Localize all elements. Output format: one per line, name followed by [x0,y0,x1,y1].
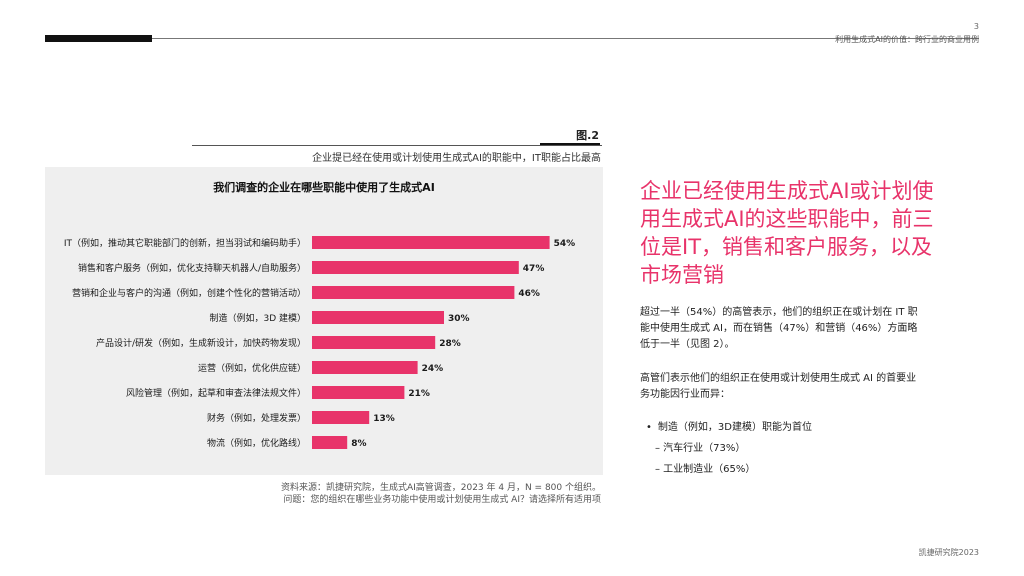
chart-panel: 我们调查的企业在哪些职能中使用了生成式AI IT（例如，推动其它职能部门的创新，… [45,167,603,475]
footer-brand: 凯捷研究院2023 [918,548,979,557]
figure-rule-accent [540,143,600,146]
bar [312,436,348,449]
category-label: 运营（例如，优化供应链） [198,362,306,374]
header-bar-accent [45,35,152,42]
category-label: IT（例如，推动其它职能部门的创新，担当羽试和编码助手） [64,237,306,249]
category-label: 销售和客户服务（例如，优化支持聊天机器人/自助服务） [78,262,306,274]
header-rule [152,38,979,39]
bar-value-label: 46% [518,289,540,299]
bar-value-label: 54% [554,239,576,249]
bar-value-label: 8% [351,439,366,449]
figure-label: 图.2 [576,129,599,142]
bar-value-label: 21% [408,389,430,399]
bullet-text: 制造（例如，3D建模）职能为首位 [657,422,812,433]
sub-bullet-item: – 工业制造业（65%） [655,464,756,475]
bar [312,261,519,274]
bar [312,411,370,424]
category-label: 风险管理（例如，起草和审查法律法规文件） [126,387,306,399]
figure-rule [192,145,602,146]
header-subtitle: 利用生成式AI的价值：跨行业的商业用例 [835,35,979,44]
sub-bullet-item: – 汽车行业（73%） [655,443,746,454]
source-note: 资料来源：凯捷研究院，生成式AI高管调查，2023 年 4 月，N = 800 … [281,482,601,506]
bar [312,286,515,299]
bar-chart: IT（例如，推动其它职能部门的创新，担当羽试和编码助手） 54% 销售和客户服务（例… [64,236,576,449]
bar-value-label: 47% [523,264,545,274]
category-label: 制造（例如，3D 建模） [209,312,306,324]
bar-value-label: 13% [373,414,395,424]
bar-value-label: 28% [439,339,461,349]
headline: 企业已经使用生成式AI或计划使用生成式AI的这些职能中，前三位是IT，销售和客户… [640,179,934,287]
chart-title: 我们调查的企业在哪些职能中使用了生成式AI [213,181,435,194]
body-paragraph: 高管们表示他们的组织正在使用或计划使用生成式 AI 的首要业务功能因行业而异： [640,373,917,400]
bar [312,336,436,349]
bar-value-label: 30% [448,314,470,324]
page-number: 3 [973,22,979,31]
bar [312,386,405,399]
body-paragraph: 超过一半（54%）的高管表示，他们的组织正在或计划在 IT 职能中使用生成式 A… [640,307,918,350]
source-line: 资料来源：凯捷研究院，生成式AI高管调查，2023 年 4 月，N = 800 … [280,483,601,493]
bullet-icon: • [646,422,652,433]
question-line: 问题：您的组织在哪些业务功能中使用或计划使用生成式 AI？请选择所有适用项 [283,495,601,505]
category-label: 物流（例如，优化路线） [207,437,306,449]
bar [312,311,444,324]
bar-value-label: 24% [422,364,444,374]
category-label: 产品设计/研发（例如，生成新设计，加快药物发现） [96,337,306,349]
bar [312,361,418,374]
bar [312,236,550,249]
figure-caption: 企业提已经在使用或计划使用生成式AI的职能中，IT职能占比最高 [312,153,601,164]
bullet-item: • 制造（例如，3D建模）职能为首位 [646,418,812,433]
category-label: 财务（例如，处理发票） [207,412,306,424]
category-label: 营销和企业与客户的沟通（例如，创建个性化的营销活动） [72,287,306,299]
